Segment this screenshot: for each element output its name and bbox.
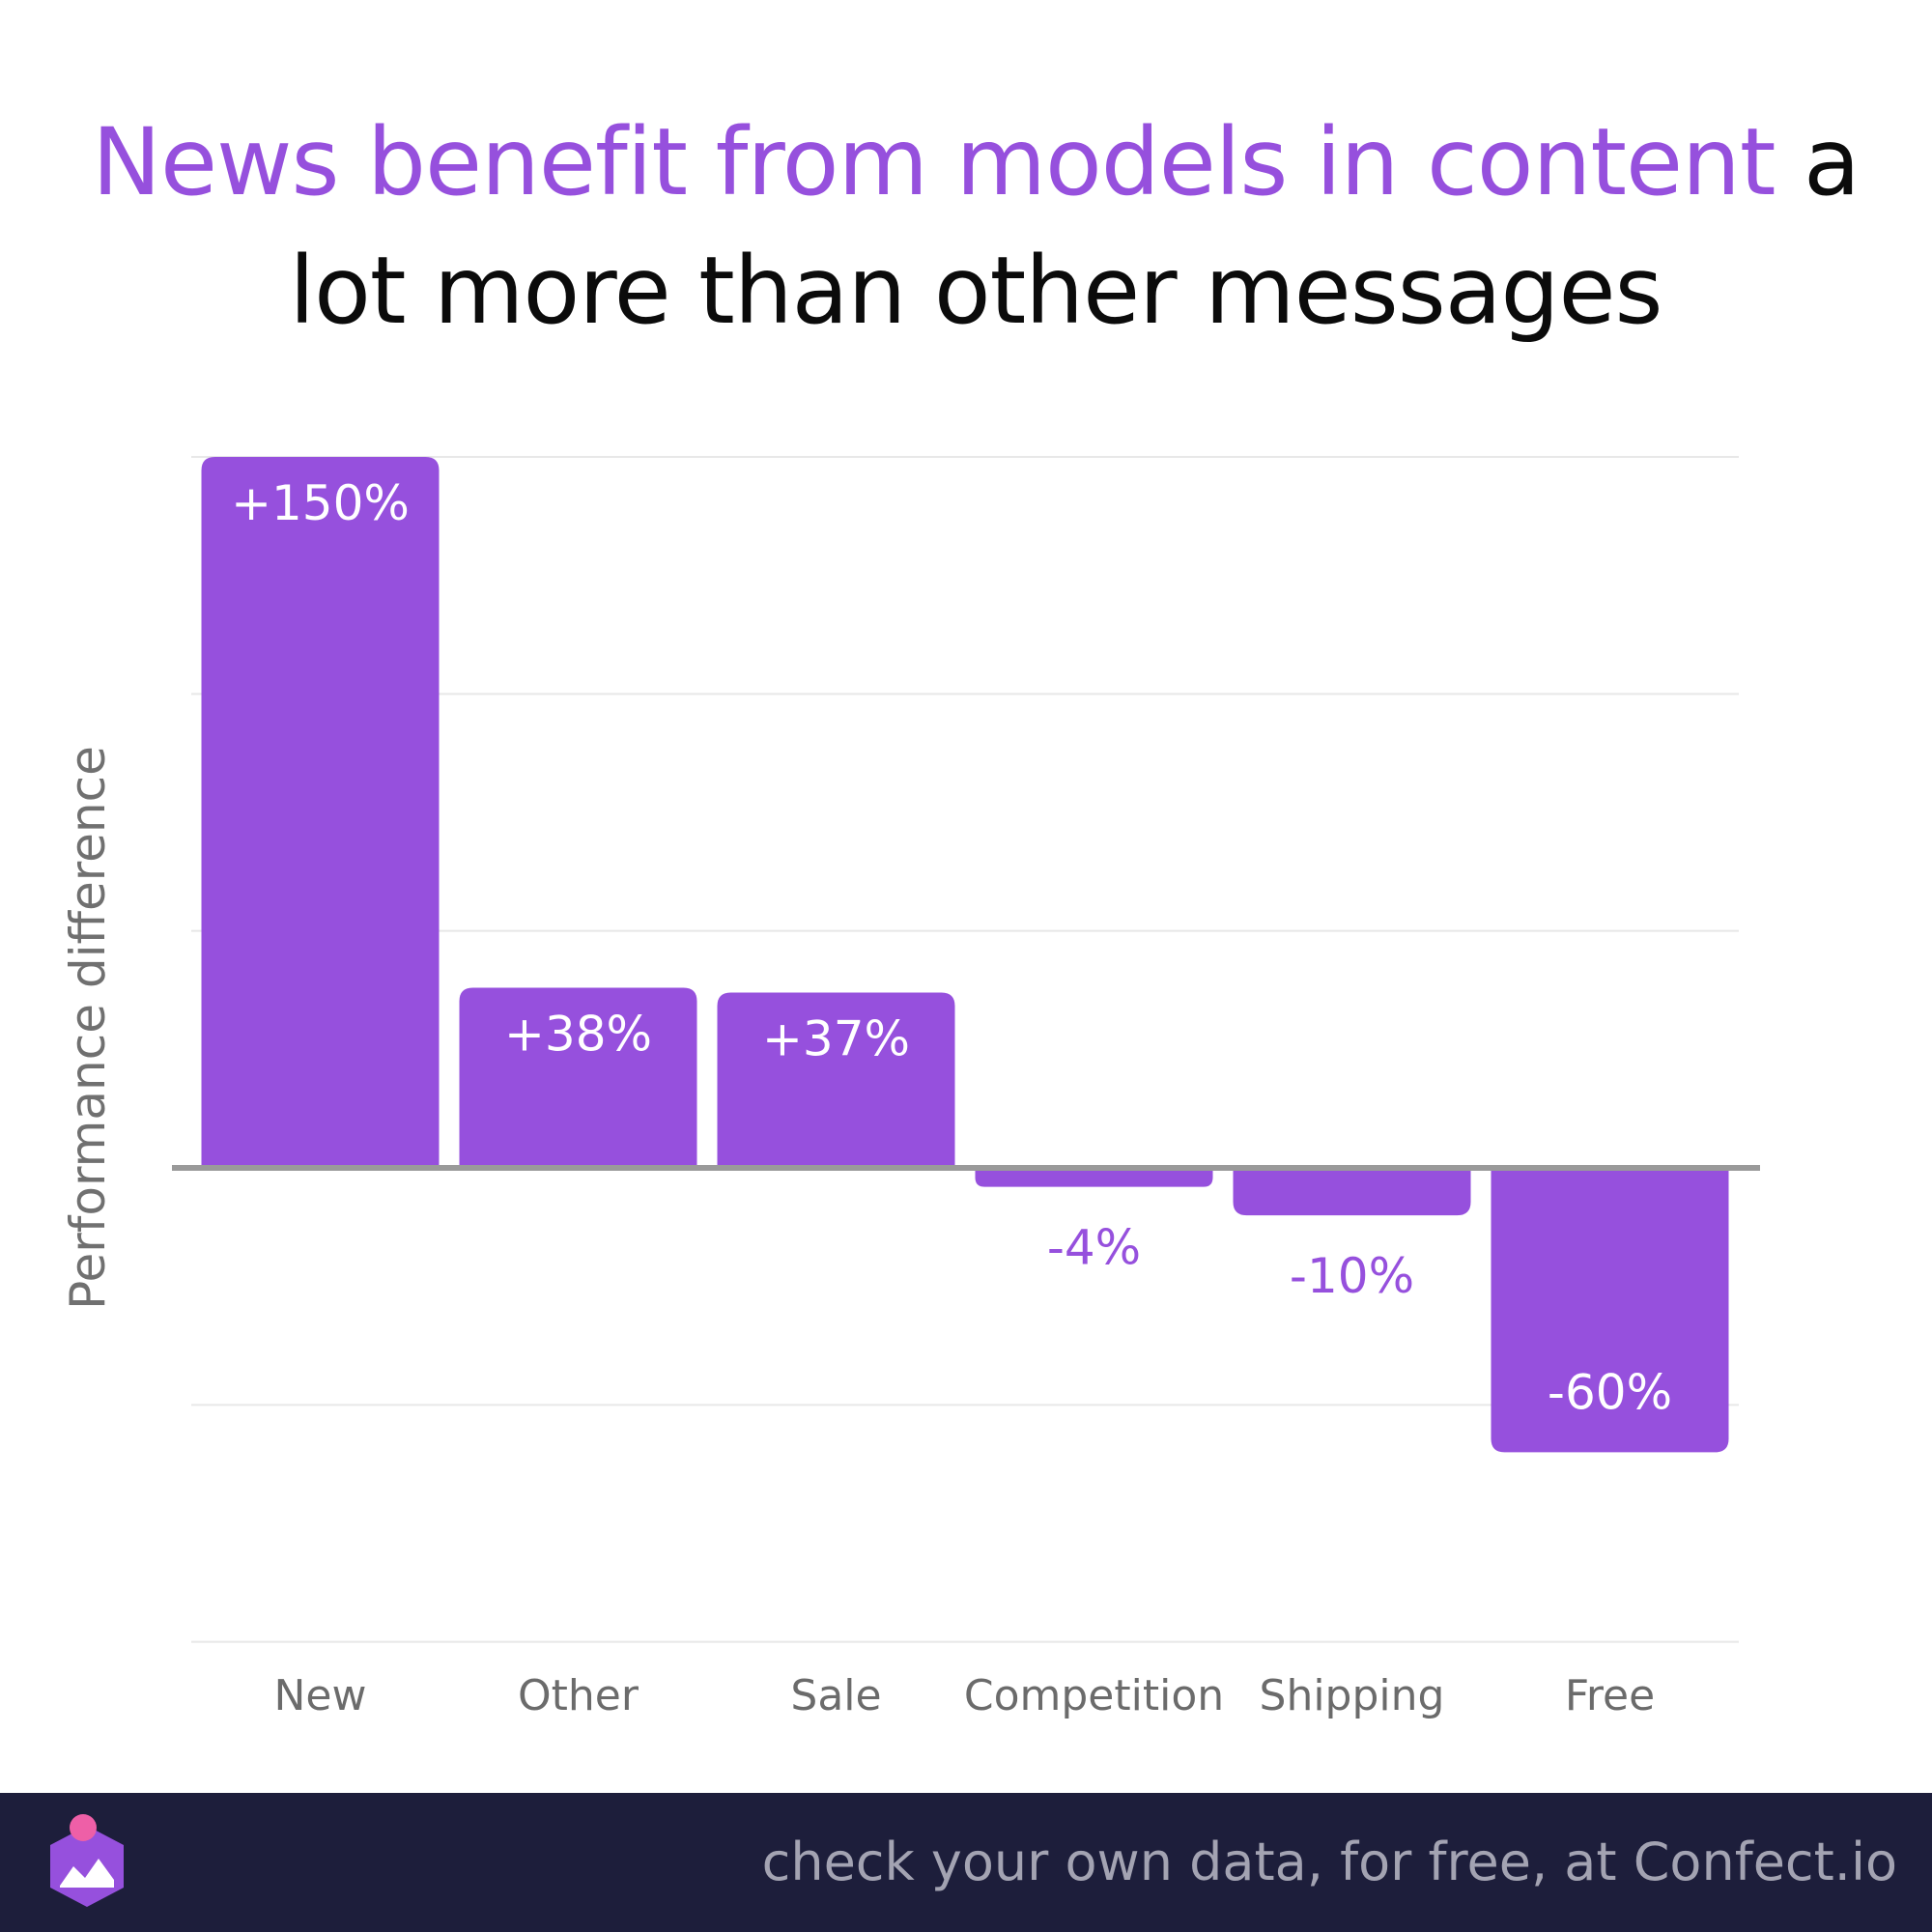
footer-cta-text: check your own data, for free, at Confec… xyxy=(761,1832,1897,1892)
y-axis-label: Performance difference xyxy=(60,746,116,1310)
x-tick-label: Free xyxy=(1565,1671,1655,1720)
chart-title: News benefit from models in content a lo… xyxy=(39,99,1913,355)
chart-title-highlight: News benefit from models in content xyxy=(92,108,1776,216)
bar-value-label: -60% xyxy=(1548,1364,1672,1420)
bar-value-label: -10% xyxy=(1290,1248,1414,1304)
bar-free xyxy=(1491,1168,1729,1453)
chart-title-rest: a lot more than other messages xyxy=(289,108,1860,345)
gridlines xyxy=(191,456,1739,1643)
bar-value-label: +38% xyxy=(504,1007,652,1063)
bar-value-label: +37% xyxy=(762,1010,910,1066)
x-tick-label: Competition xyxy=(964,1671,1224,1720)
footer-bar: check your own data, for free, at Confec… xyxy=(0,1793,1932,1932)
x-tick-label: New xyxy=(274,1671,367,1720)
bar-value-labels: +150% +38% +37% -4% -10% -60% xyxy=(231,475,1672,1420)
x-tick-label: Other xyxy=(518,1671,639,1720)
bar-new xyxy=(201,457,440,1168)
bars xyxy=(201,457,1729,1453)
bar-value-label: -4% xyxy=(1047,1220,1141,1276)
x-axis-tick-labels: New Other Sale Competition Shipping Free xyxy=(274,1671,1656,1720)
x-tick-label: Sale xyxy=(790,1671,881,1720)
bar-chart: +150% +38% +37% -4% -10% -60% New Other Sale Com… xyxy=(60,456,1760,1720)
bar-shipping xyxy=(1233,1168,1471,1216)
x-tick-label: Shipping xyxy=(1260,1671,1445,1720)
confect-logo-icon xyxy=(50,1814,124,1907)
bar-value-label: +150% xyxy=(231,475,410,531)
bar-other xyxy=(459,987,697,1168)
bar-sale xyxy=(717,992,955,1168)
bar-competition xyxy=(975,1168,1213,1187)
